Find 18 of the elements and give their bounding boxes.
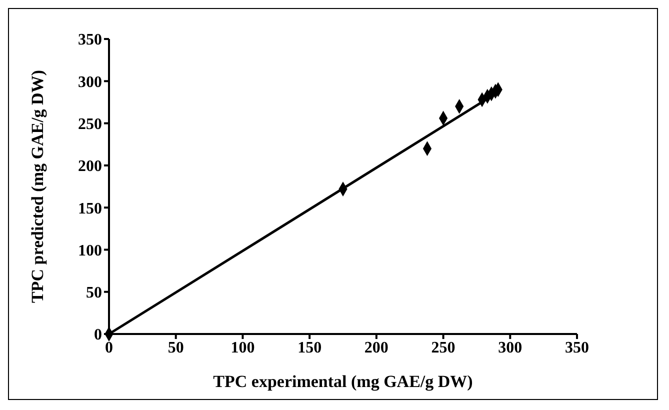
y-tick-label: 50 [86,284,102,302]
y-tick-label: 350 [78,32,102,49]
x-tick-label: 200 [364,339,388,356]
x-tick-label: 250 [431,339,456,356]
x-tick-label: 350 [565,339,589,356]
x-tick-label: 300 [498,339,522,356]
y-tick-label: 150 [78,200,102,218]
y-tick-label: 250 [78,116,102,133]
x-tick-label: 100 [230,339,255,356]
x-axis-title: TPC experimental (mg GAE/g DW) [213,372,473,391]
x-tick-label: 0 [105,339,113,356]
y-axis-title: TPC predicted (mg GAE/g DW) [28,70,48,303]
y-tick-label: 0 [94,326,102,344]
y-tick-label: 100 [78,242,102,260]
y-tick-label: 300 [78,74,102,91]
y-tick-label: 200 [78,158,102,176]
x-tick-label: 150 [298,339,322,356]
x-tick-label: 50 [168,339,184,356]
